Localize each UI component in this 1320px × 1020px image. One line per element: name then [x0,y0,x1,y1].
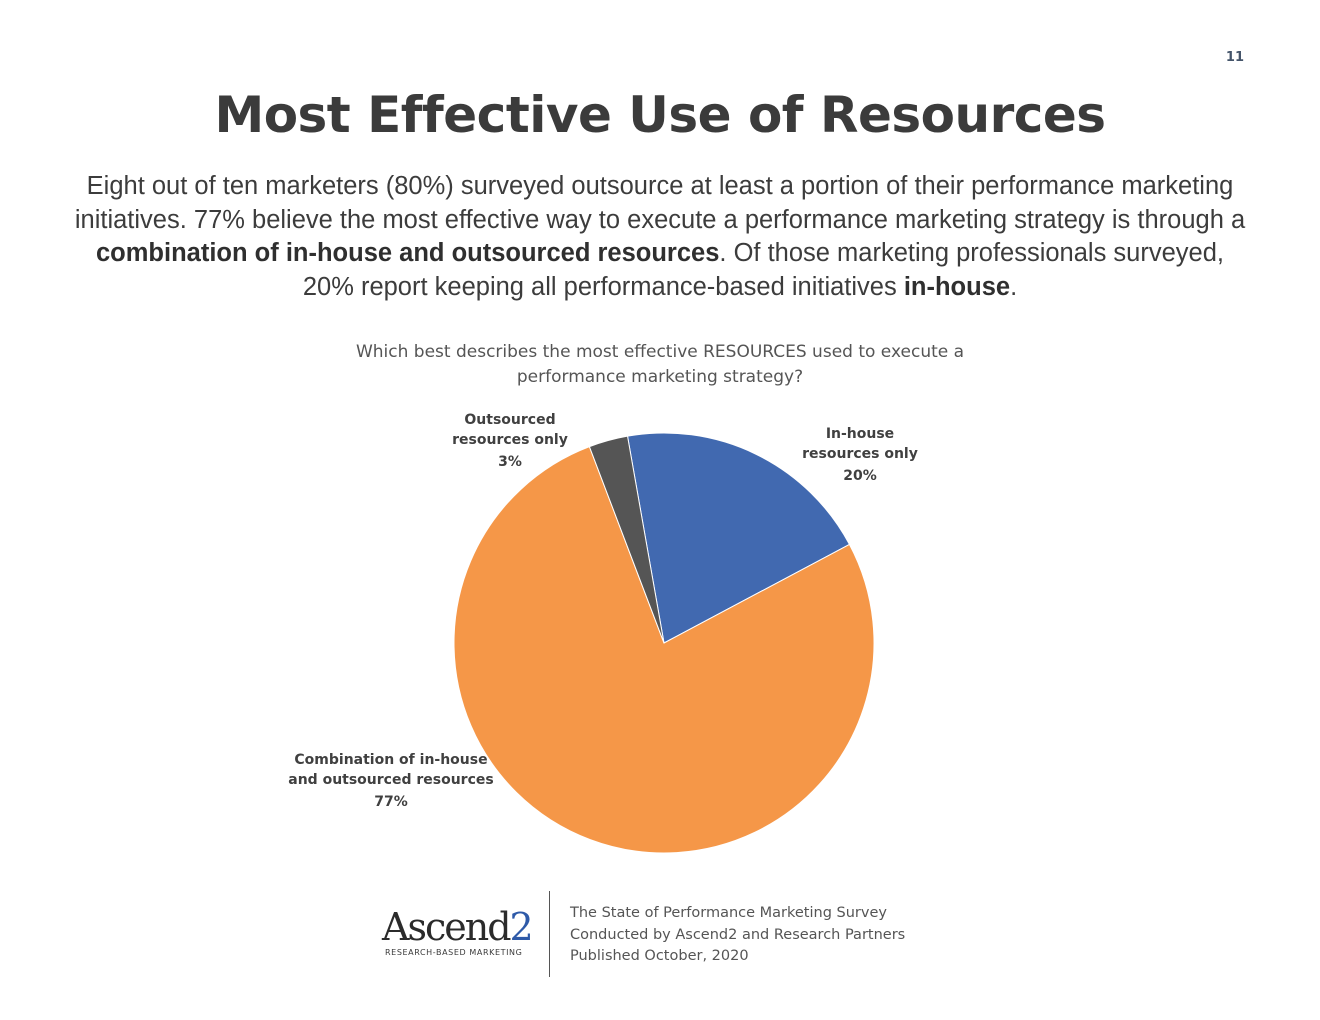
intro-paragraph: Eight out of ten marketers (80%) surveye… [70,170,1250,304]
intro-bold-1: combination of in-house and outsourced r… [96,239,720,267]
intro-text-2: . Of those marketing professionals surve… [302,239,1224,301]
slice-value-combination: 77% [374,794,408,810]
slice-label-combination-line2: and outsourced resources [288,772,494,788]
intro-bold-2: in-house [903,272,1011,301]
intro-text-3: . [1010,272,1018,301]
pie-slice-combination [453,446,875,854]
slice-label-in-house-line1: In-house [825,426,895,442]
footer-line-published: Published October, 2020 [570,948,749,964]
slice-label-combination: Combination of in-house and outsourced r… [280,750,502,812]
slice-label-in-house-line2: resources only [802,446,918,462]
footer-divider [549,891,550,977]
pie-slice-in-house [626,432,851,644]
logo-accent: 2 [509,905,534,949]
pie-slice-outsourced [588,435,665,644]
slice-label-outsourced-line2: resources only [452,432,568,448]
chart-title: Which best describes the most effective … [355,342,965,387]
ascend2-logo: Ascend2 RESEARCH-BASED MARKETING [382,905,534,966]
logo-tagline: RESEARCH-BASED MARKETING [385,948,523,957]
slice-label-combination-line1: Combination of in-house [294,752,488,768]
page-title: Most Effective Use of Resources [214,86,1106,144]
page-number: 11 [1225,50,1244,65]
slice-label-outsourced: Outsourced resources only 3% [440,410,580,472]
slice-value-in-house: 20% [843,468,877,484]
footer-line-survey: The State of Performance Marketing Surve… [570,905,887,921]
logo-text: Ascend [382,905,512,949]
slice-value-outsourced: 3% [498,454,522,470]
logo-wordmark: Ascend2 [382,905,534,949]
intro-text-1: Eight out of ten marketers (80%) surveye… [74,172,1246,234]
slice-label-in-house: In-house resources only 20% [790,424,930,486]
footer-line-conducted: Conducted by Ascend2 and Research Partne… [570,926,906,943]
footer-credits: The State of Performance Marketing Surve… [570,903,905,968]
slice-label-outsourced-line1: Outsourced [464,412,556,428]
